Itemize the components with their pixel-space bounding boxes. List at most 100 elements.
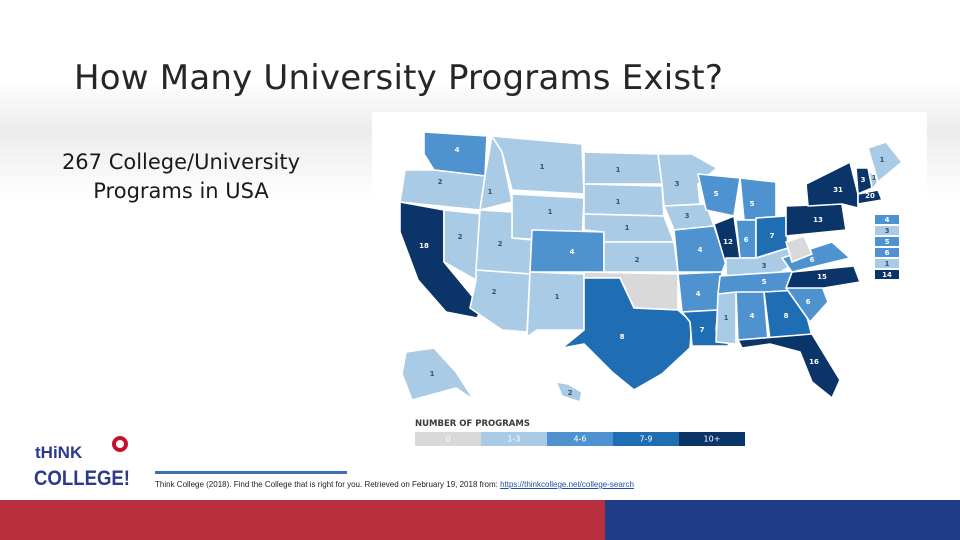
small-state-callout-box [875, 248, 899, 257]
legend-swatch [415, 432, 481, 446]
state-ak [401, 347, 475, 401]
small-state-callout-box [875, 259, 899, 268]
state-ma [857, 189, 883, 205]
state-count-me: 1 [880, 156, 885, 164]
state-count-il: 12 [723, 238, 733, 246]
citation-divider [155, 471, 347, 474]
footer-bar-red [0, 500, 605, 540]
state-count-mn: 3 [675, 180, 680, 188]
state-count-wy: 1 [548, 208, 553, 216]
state-count-nv: 2 [458, 233, 463, 241]
state-count-mt: 1 [540, 163, 545, 171]
legend-swatch [547, 432, 613, 446]
state-me [867, 141, 903, 183]
citation-text: Think College (2018). Find the College t… [155, 480, 501, 489]
state-count-mi: 5 [750, 200, 755, 208]
state-mi [739, 177, 777, 221]
state-wv [785, 235, 813, 263]
state-count-mo: 4 [698, 246, 703, 254]
state-count-ga: 8 [784, 312, 789, 320]
state-ms [715, 291, 737, 345]
state-count-tx: 8 [620, 333, 625, 341]
state-hi [555, 381, 583, 403]
small-state-callout-value: 6 [885, 249, 890, 257]
small-state-callout-value: 5 [885, 238, 890, 246]
state-count-ma: 20 [865, 192, 875, 200]
legend-swatch [679, 432, 745, 446]
state-nm [526, 271, 585, 338]
state-sd [583, 183, 665, 217]
state-count-az: 2 [492, 288, 497, 296]
state-count-sd: 1 [616, 198, 621, 206]
state-tx [561, 277, 693, 391]
state-mo [673, 225, 727, 273]
state-count-nh: 1 [872, 174, 877, 182]
small-state-callout-box [875, 237, 899, 246]
logo-text-college: COLLEGE! [34, 467, 130, 490]
state-az [469, 269, 531, 333]
small-state-callout-value: 3 [885, 227, 890, 235]
legend-label: 1-3 [507, 435, 520, 444]
legend-swatch [613, 432, 679, 446]
state-nd [583, 151, 663, 185]
state-count-ne: 1 [625, 224, 630, 232]
citation-link[interactable]: https://thinkcollege.net/college-search [500, 480, 634, 489]
state-count-oh: 7 [770, 232, 775, 240]
state-count-vt: 3 [861, 176, 866, 184]
small-state-callout-value: 4 [885, 216, 890, 224]
state-vt [855, 167, 873, 195]
us-programs-map: 4 2 18 2 1 1 1 2 2 4 1 1 1 1 2 8 3 3 4 4 7 5 12 5 6 7 3 5 1 4 8 16 6 15 6 1… [372, 112, 927, 452]
think-college-logo: tHiNK COLLEGE! [30, 432, 134, 490]
small-state-callout-value: 1 [885, 260, 890, 268]
summary-line-1: 267 College/University [61, 150, 301, 174]
summary-line-2: Programs in USA [93, 179, 269, 203]
small-state-callout-value: 14 [882, 271, 892, 279]
state-count-ca: 18 [419, 242, 429, 250]
state-fl [737, 333, 841, 399]
legend-label: 0 [445, 435, 450, 444]
program-summary: 267 College/University Programs in USA [36, 148, 326, 206]
state-count-wa: 4 [455, 146, 460, 154]
state-va [781, 241, 851, 273]
footer-bar-blue [605, 500, 960, 540]
small-state-callout-box [875, 226, 899, 235]
state-count-ut: 2 [498, 240, 503, 248]
state-count-sc: 6 [806, 298, 811, 306]
state-count-ms: 1 [724, 314, 729, 322]
state-count-in: 6 [744, 236, 749, 244]
state-count-ks: 2 [635, 256, 640, 264]
state-ks [603, 241, 679, 273]
state-count-ia: 3 [685, 212, 690, 220]
state-count-id: 1 [488, 188, 493, 196]
state-count-ar: 4 [696, 290, 701, 298]
state-count-nd: 1 [616, 166, 621, 174]
state-mt [491, 135, 585, 195]
state-count-hi: 2 [568, 389, 573, 397]
state-count-wi: 5 [714, 190, 719, 198]
small-state-callout-box [875, 270, 899, 279]
think-college-logo-mark: tHiNK COLLEGE! [34, 436, 130, 490]
state-count-la: 7 [700, 326, 705, 334]
state-ny [805, 161, 859, 209]
logo-text-think: tHiNK [35, 443, 83, 462]
state-mn [657, 153, 718, 207]
legend-label: 10+ [704, 435, 721, 444]
legend-label: 7-9 [639, 435, 652, 444]
citation: Think College (2018). Find the College t… [155, 480, 634, 489]
state-count-pa: 13 [813, 216, 823, 224]
small-state-callout-box [875, 215, 899, 224]
state-nc [785, 265, 861, 289]
state-id [479, 135, 513, 211]
state-count-va: 6 [810, 256, 815, 264]
state-count-fl: 16 [809, 358, 819, 366]
legend-title: NUMBER OF PROGRAMS [415, 419, 530, 429]
legend-swatch [481, 432, 547, 446]
state-count-or: 2 [438, 178, 443, 186]
state-count-al: 4 [750, 312, 755, 320]
legend-label: 4-6 [573, 435, 586, 444]
state-count-tn: 5 [762, 278, 767, 286]
state-count-ak: 1 [430, 370, 435, 378]
slide-title: How Many University Programs Exist? [74, 58, 724, 98]
state-count-nc: 15 [817, 273, 827, 281]
